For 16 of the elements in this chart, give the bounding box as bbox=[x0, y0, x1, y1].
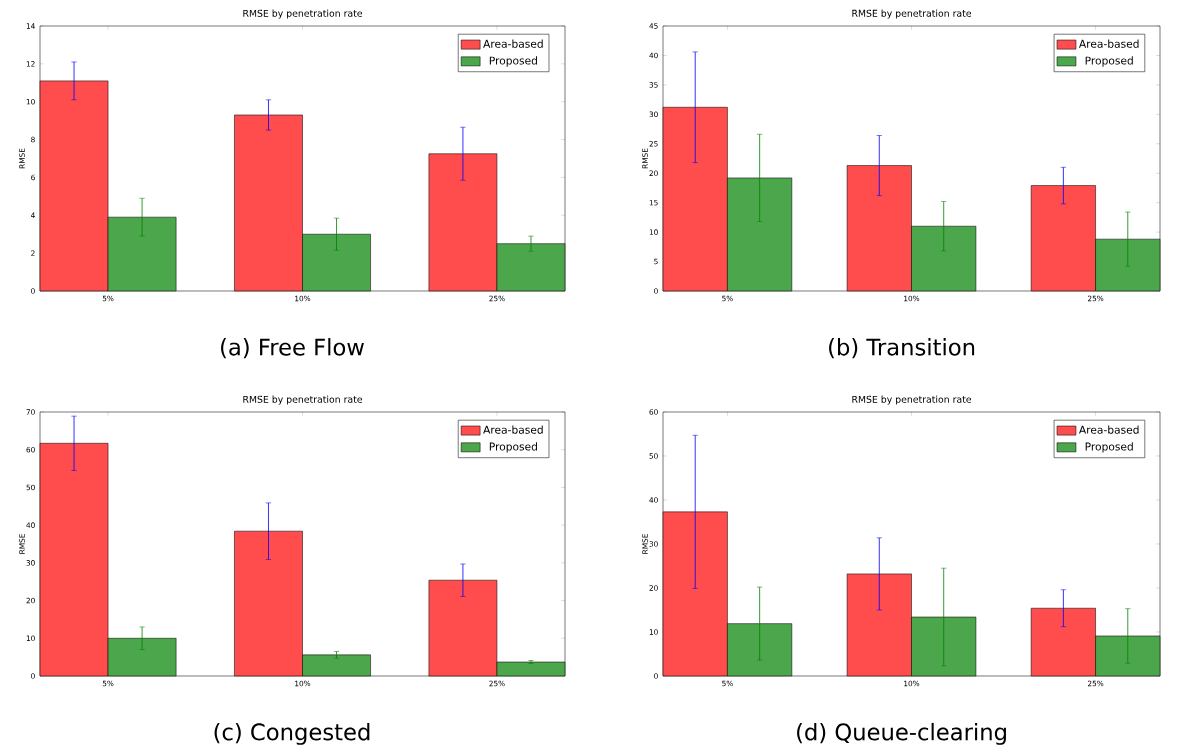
chart-title: RMSE by penetration rate bbox=[243, 9, 363, 19]
legend-label: Area-based bbox=[483, 425, 543, 434]
chart-title: RMSE by penetration rate bbox=[243, 395, 363, 405]
legend-label: Proposed bbox=[489, 56, 537, 67]
chart-title: RMSE by penetration rate bbox=[852, 9, 972, 19]
chart-title: RMSE by penetration rate bbox=[852, 395, 972, 405]
text: (b) Transition bbox=[829, 338, 975, 359]
legend-label: Proposed bbox=[1085, 442, 1133, 453]
legend-label: Area-based bbox=[1078, 425, 1139, 434]
text: (a) Free Flow bbox=[221, 338, 364, 359]
legend-label: Proposed bbox=[489, 442, 537, 453]
text: (c) Congested bbox=[214, 722, 370, 745]
legend-label: Area-based bbox=[1078, 39, 1139, 48]
text: (d) Queue-clearing bbox=[797, 722, 1006, 745]
legend-label: Area-based bbox=[483, 39, 543, 48]
legend-label: Proposed bbox=[1085, 56, 1133, 67]
